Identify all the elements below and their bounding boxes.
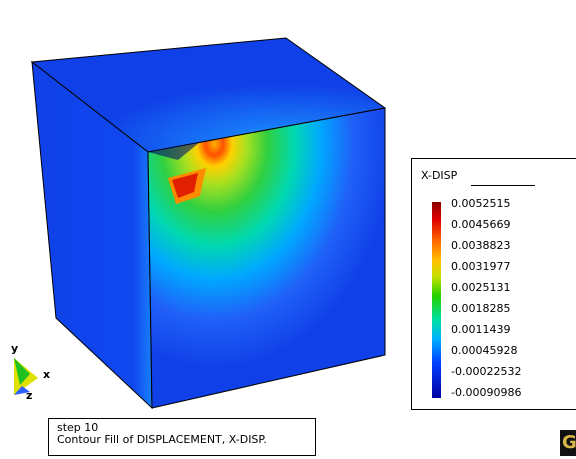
- axis-x-label: x: [43, 368, 50, 381]
- legend-value: 0.0011439: [451, 323, 511, 336]
- legend-color-bar: [432, 202, 441, 398]
- legend-value: -0.00090986: [451, 386, 521, 399]
- legend-value: 0.00045928: [451, 344, 517, 357]
- legend-value: 0.0031977: [451, 260, 511, 273]
- axis-z-label: z: [26, 389, 32, 402]
- gid-logo-icon: Gi: [560, 430, 576, 456]
- legend-value: 0.0025131: [451, 281, 511, 294]
- axis-y-label: y: [11, 342, 18, 355]
- legend-title: X-DISP: [421, 169, 457, 182]
- legend-value: 0.0038823: [451, 239, 511, 252]
- legend-value: 0.0045669: [451, 218, 511, 231]
- legend-value: -0.00022532: [451, 365, 521, 378]
- color-legend[interactable]: X-DISP 0.0052515 0.0045669 0.0038823 0.0…: [411, 158, 576, 410]
- result-caption: step 10 Contour Fill of DISPLACEMENT, X-…: [48, 418, 316, 456]
- legend-value: 0.0018285: [451, 302, 511, 315]
- legend-value: 0.0052515: [451, 197, 511, 210]
- logo-text: Gi: [562, 432, 576, 453]
- legend-title-underline: [471, 185, 535, 186]
- contour-description: Contour Fill of DISPLACEMENT, X-DISP.: [57, 434, 315, 446]
